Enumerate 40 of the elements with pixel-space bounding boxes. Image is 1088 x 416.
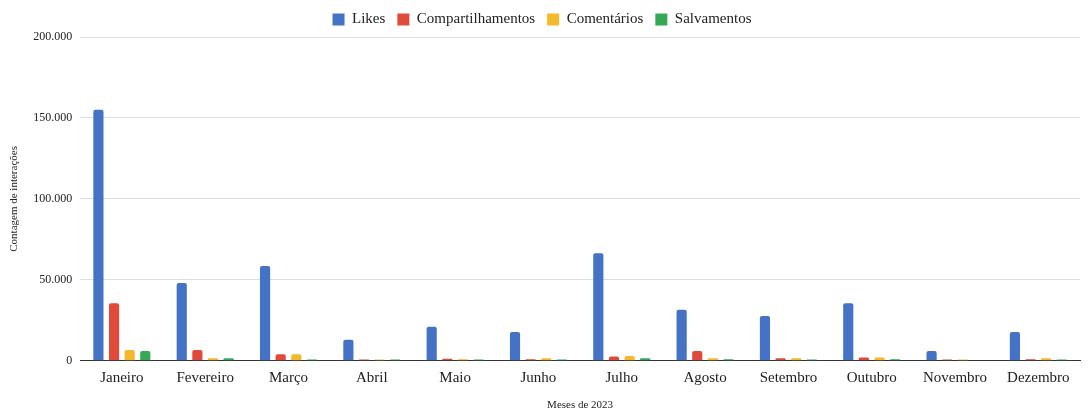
- bar: [124, 350, 135, 361]
- bar: [843, 303, 854, 361]
- x-tick-label: Setembro: [759, 368, 818, 385]
- x-tick-label: Janeiro: [100, 368, 144, 385]
- bar: [676, 309, 687, 361]
- legend-label: Likes: [352, 10, 386, 27]
- bar: [93, 109, 104, 361]
- x-tick-label: Agosto: [683, 368, 727, 385]
- bar: [593, 253, 604, 361]
- x-tick-label: Fevereiro: [176, 368, 234, 385]
- y-tick-label: 50.000: [39, 272, 73, 287]
- x-tick-label: Dezembro: [1007, 368, 1070, 385]
- bar: [176, 283, 187, 361]
- bar: [926, 351, 937, 361]
- x-tick-label: Outubro: [846, 368, 897, 385]
- bar: [343, 339, 354, 361]
- y-axis-title: Contagem de interações: [7, 146, 20, 252]
- legend-label: Comentários: [566, 10, 644, 27]
- bar: [692, 351, 703, 361]
- bar: [259, 266, 271, 361]
- x-tick-label: Novembro: [922, 368, 988, 385]
- x-tick-label: Julho: [605, 368, 639, 385]
- y-tick-label: 150.000: [33, 110, 73, 125]
- bar: [192, 350, 203, 361]
- y-tick-label: 0: [66, 352, 73, 367]
- bar: [140, 351, 151, 361]
- x-tick-label: Maio: [439, 368, 471, 385]
- bar: [1009, 331, 1020, 361]
- y-tick-label: 100.000: [33, 191, 73, 206]
- bar: [108, 303, 120, 361]
- x-axis-title: Meses de 2023: [547, 398, 614, 411]
- legend-label: Salvamentos: [674, 10, 752, 27]
- bar: [759, 316, 771, 361]
- x-tick-label: Junho: [520, 368, 557, 385]
- legend-label: Compartilhamentos: [416, 10, 536, 27]
- x-tick-label: Abril: [355, 368, 388, 385]
- bar: [509, 331, 521, 361]
- x-tick-label: Março: [268, 368, 309, 385]
- y-tick-label: 200.000: [33, 29, 73, 44]
- bar: [426, 326, 437, 361]
